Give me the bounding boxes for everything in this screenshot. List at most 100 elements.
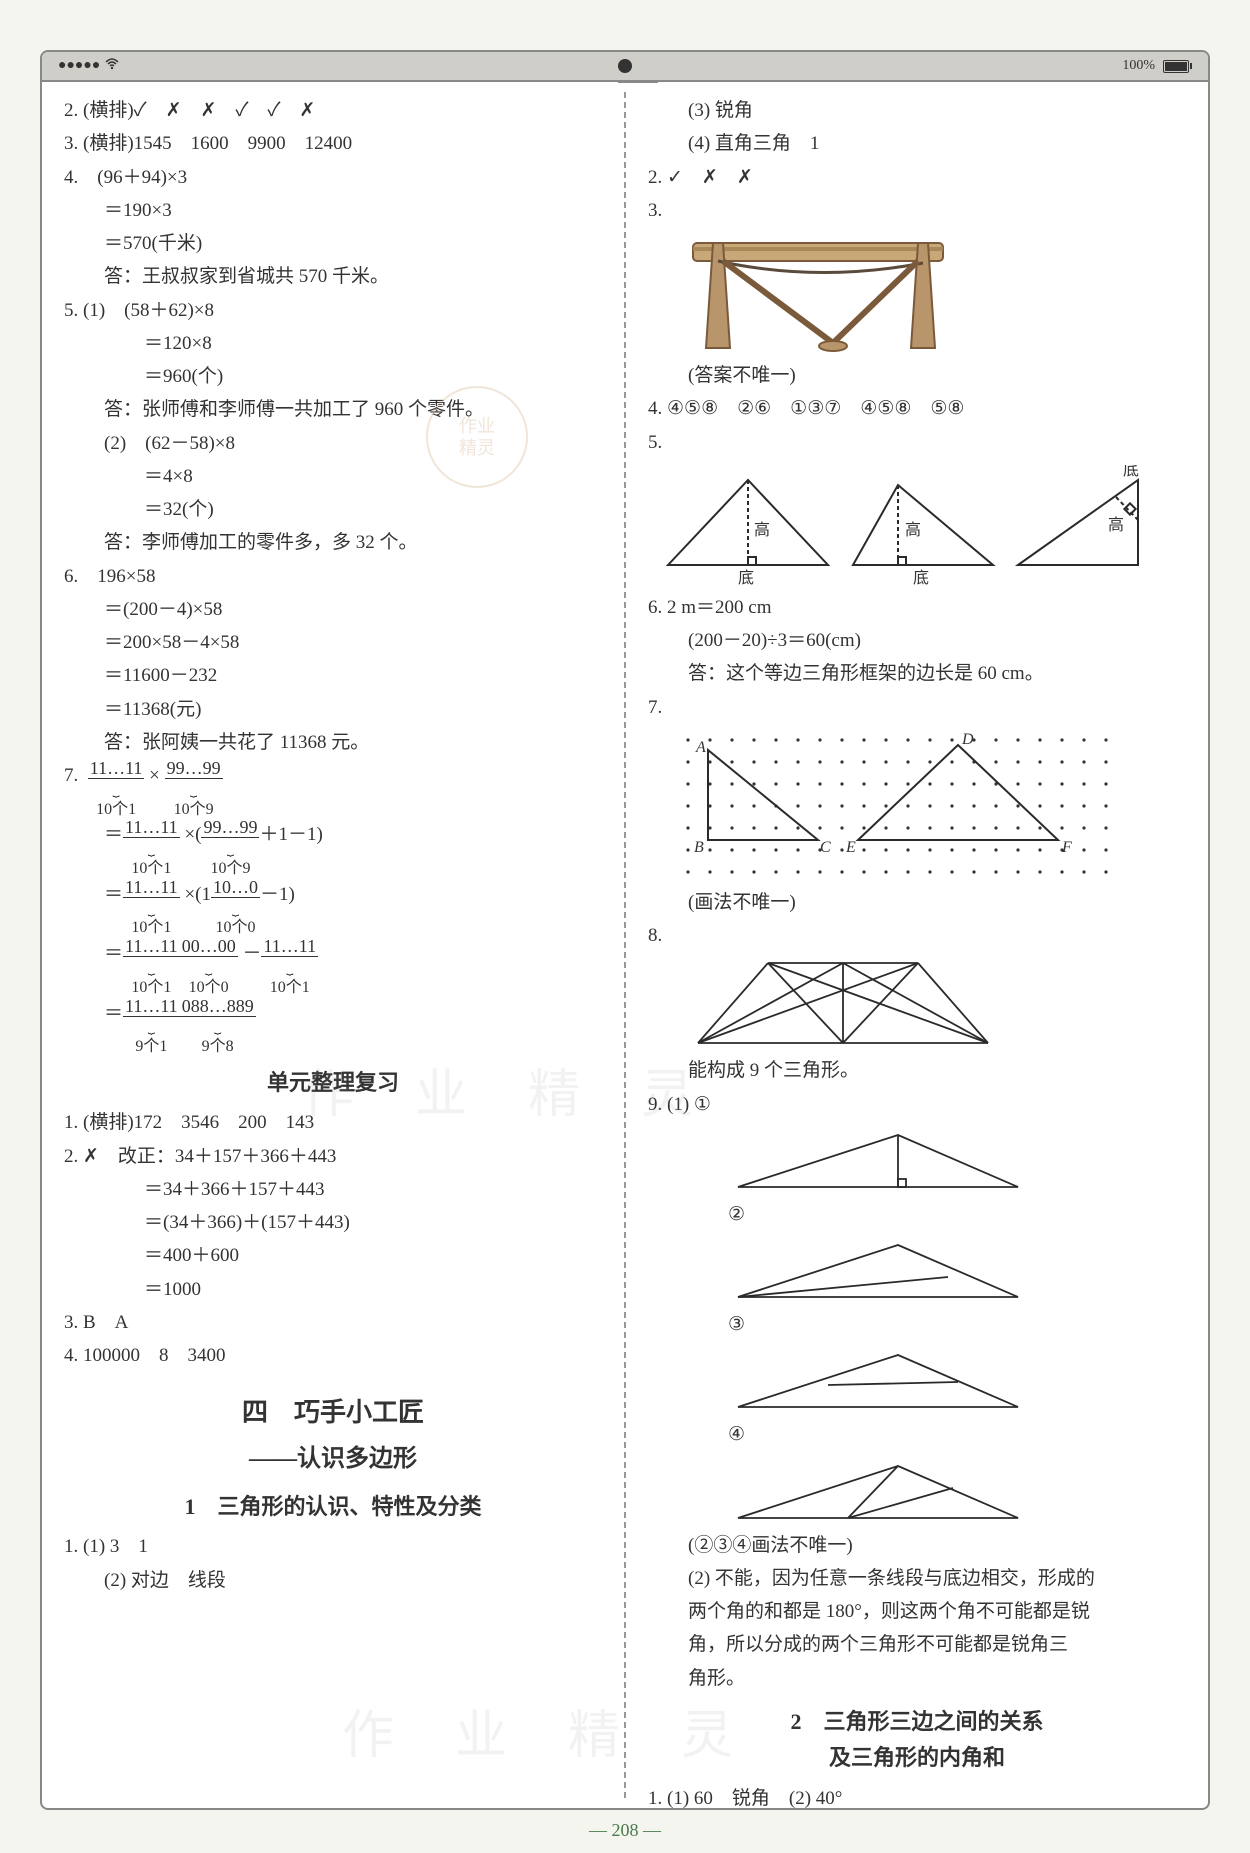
content-area: 2. (横排)✓ ✗ ✗ ✓ ✓ ✗ 3. (横排)1545 1600 9900… xyxy=(42,82,1208,1808)
fig-note: (画法不唯一) xyxy=(648,886,1186,919)
text-line: ＝960(个) xyxy=(64,360,602,393)
text-line: ② xyxy=(648,1198,1186,1231)
figure-9-1 xyxy=(728,1127,1186,1192)
text-line: (2) 对边 线段 xyxy=(64,1564,602,1597)
underbrace: 11…11⏟10个1 xyxy=(123,818,180,877)
svg-text:D: D xyxy=(961,731,974,748)
svg-text:B: B xyxy=(694,839,704,856)
text-line: ＝34＋366＋157＋443 xyxy=(64,1173,602,1206)
text-line: ＝(34＋366)＋(157＋443) xyxy=(64,1206,602,1239)
text-line: 角，所以分成的两个三角形不可能都是锐角三 xyxy=(648,1628,1186,1661)
underbrace: 088…889⏟9个8 xyxy=(180,997,256,1056)
text-line: 7. 11…11⏟10个1 × 99…99⏟10个9 xyxy=(64,759,602,818)
text-line: 2. (横排)✓ ✗ ✗ ✓ ✓ ✗ xyxy=(64,94,602,127)
svg-text:底: 底 xyxy=(1123,465,1139,479)
text-line: ＝190×3 xyxy=(64,194,602,227)
text-line: 3. (横排)1545 1600 9900 12400 xyxy=(64,127,602,160)
chapter-title: 四 巧手小工匠 xyxy=(64,1390,602,1436)
chapter-subtitle: ——认识多边形 xyxy=(64,1438,602,1480)
section-title: 2 三角形三边之间的关系 xyxy=(648,1703,1186,1742)
text-line: ④ xyxy=(648,1418,1186,1451)
svg-text:C: C xyxy=(820,839,831,856)
text-line: 4. ④⑤⑧ ②⑥ ①③⑦ ④⑤⑧ ⑤⑧ xyxy=(648,392,1186,425)
text-line: 4. (96＋94)×3 xyxy=(64,161,602,194)
text-line: (2) 不能，因为任意一条线段与底边相交，形成的 xyxy=(648,1562,1186,1595)
text-line: ＝4×8 xyxy=(64,460,602,493)
text-line: 2. ✓ ✗ ✗ xyxy=(648,161,1186,194)
section-title: 及三角形的内角和 xyxy=(648,1739,1186,1778)
text-line: 7. xyxy=(648,691,1186,724)
section-title: 1 三角形的认识、特性及分类 xyxy=(64,1488,602,1527)
text-line: 8. xyxy=(648,919,1186,952)
svg-text:底: 底 xyxy=(913,569,929,585)
svg-text:F: F xyxy=(1061,839,1072,856)
text-line: 9. (1) ① xyxy=(648,1088,1186,1121)
right-column: (3) 锐角 (4) 直角三角 1 2. ✓ ✗ ✗ 3. (答案不唯一) 4.… xyxy=(626,82,1208,1808)
q-num: 7. xyxy=(64,765,78,786)
text-line: 1. (1) 60 锐角 (2) 40° xyxy=(648,1782,1186,1808)
text-line: ＝1000 xyxy=(64,1273,602,1306)
underbrace: 11…11⏟10个1 xyxy=(123,878,180,937)
text-line: ＝11…11⏟10个100…00⏟10个0 －11…11⏟10个1 xyxy=(64,937,602,996)
text-line: ＝11368(元) xyxy=(64,693,602,726)
underbrace: 99…99⏟10个9 xyxy=(165,759,223,818)
fig-note: (②③④画法不唯一) xyxy=(648,1529,1186,1562)
text-line: 3. B A xyxy=(64,1306,602,1339)
text-line: ＝(200－4)×58 xyxy=(64,593,602,626)
status-bar: ●●●●● 100% xyxy=(42,52,1208,82)
text-line: ＝120×8 xyxy=(64,327,602,360)
status-right: 100% xyxy=(1122,58,1192,74)
figure-9-4 xyxy=(728,1458,1186,1523)
text-line: ＝11…11⏟9个1088…889⏟9个8 xyxy=(64,997,602,1056)
text-line: 答：张师傅和李师傅一共加工了 960 个零件。 xyxy=(64,393,602,426)
page-frame: ●●●●● 100% 2. (横排)✓ ✗ ✗ ✓ ✓ ✗ 3. (横排)154… xyxy=(40,50,1210,1810)
battery-icon xyxy=(1159,60,1192,73)
status-left: ●●●●● xyxy=(58,58,120,75)
text-line: 答：李师傅加工的零件多，多 32 个。 xyxy=(64,526,602,559)
underbrace: 99…99⏟10个9 xyxy=(201,818,259,877)
svg-text:高: 高 xyxy=(905,521,921,539)
text-line: ＝400＋600 xyxy=(64,1239,602,1272)
text-line: ＝570(千米) xyxy=(64,227,602,260)
fig-note: 能构成 9 个三角形。 xyxy=(648,1054,1186,1087)
text-line: 答：这个等边三角形框架的边长是 60 cm。 xyxy=(648,657,1186,690)
svg-text:高: 高 xyxy=(754,521,770,539)
text-line: 答：王叔叔家到省城共 570 千米。 xyxy=(64,260,602,293)
text-line: 4. 100000 8 3400 xyxy=(64,1339,602,1372)
text-line: ＝11…11⏟10个1 ×(99…99⏟10个9＋1－1) xyxy=(64,818,602,877)
battery-pct: 100% xyxy=(1122,58,1155,74)
text-line: 2. ✗ 改正：34＋157＋366＋443 xyxy=(64,1140,602,1173)
figure-8 xyxy=(688,958,1186,1048)
figure-dotgrid: A B C D E F xyxy=(678,730,1186,880)
status-notch xyxy=(618,59,632,73)
svg-text:E: E xyxy=(845,839,856,856)
figure-fence xyxy=(688,233,1186,353)
figure-9-3 xyxy=(728,1347,1186,1412)
figure-triangles-5: 高 底 高 底 底 高 xyxy=(658,465,1186,585)
section-title: 单元整理复习 xyxy=(64,1064,602,1103)
text-line: 两个角的和都是 180°，则这两个角不可能都是锐 xyxy=(648,1595,1186,1628)
text-line: (2) (62－58)×8 xyxy=(64,427,602,460)
text-line: 答：张阿姨一共花了 11368 元。 xyxy=(64,726,602,759)
text-line: ＝11…11⏟10个1 ×(110…0⏟10个0－1) xyxy=(64,878,602,937)
signal-dots: ●●●●● xyxy=(58,58,100,74)
text-line: 5. (1) (58＋62)×8 xyxy=(64,294,602,327)
underbrace: 11…11⏟9个1 xyxy=(123,997,180,1056)
text-line: 3. xyxy=(648,194,1186,227)
text-line: ＝32(个) xyxy=(64,493,602,526)
underbrace: 11…11⏟10个1 xyxy=(261,937,318,996)
svg-text:A: A xyxy=(695,739,706,756)
figure-9-2 xyxy=(728,1237,1186,1302)
text-line: (200－20)÷3＝60(cm) xyxy=(648,624,1186,657)
underbrace: 11…11⏟10个1 xyxy=(123,937,180,996)
fig-note: (答案不唯一) xyxy=(648,359,1186,392)
text-line: (3) 锐角 xyxy=(648,94,1186,127)
underbrace: 00…00⏟10个0 xyxy=(180,937,238,996)
wifi-icon xyxy=(104,58,120,75)
svg-text:高: 高 xyxy=(1108,516,1124,534)
text-line: 角形。 xyxy=(648,1662,1186,1695)
text-line: 6. 196×58 xyxy=(64,560,602,593)
problem-7: 7. 11…11⏟10个1 × 99…99⏟10个9 ＝11…11⏟10个1 ×… xyxy=(64,759,602,1056)
svg-text:底: 底 xyxy=(738,569,754,585)
underbrace: 10…0⏟10个0 xyxy=(211,878,260,937)
